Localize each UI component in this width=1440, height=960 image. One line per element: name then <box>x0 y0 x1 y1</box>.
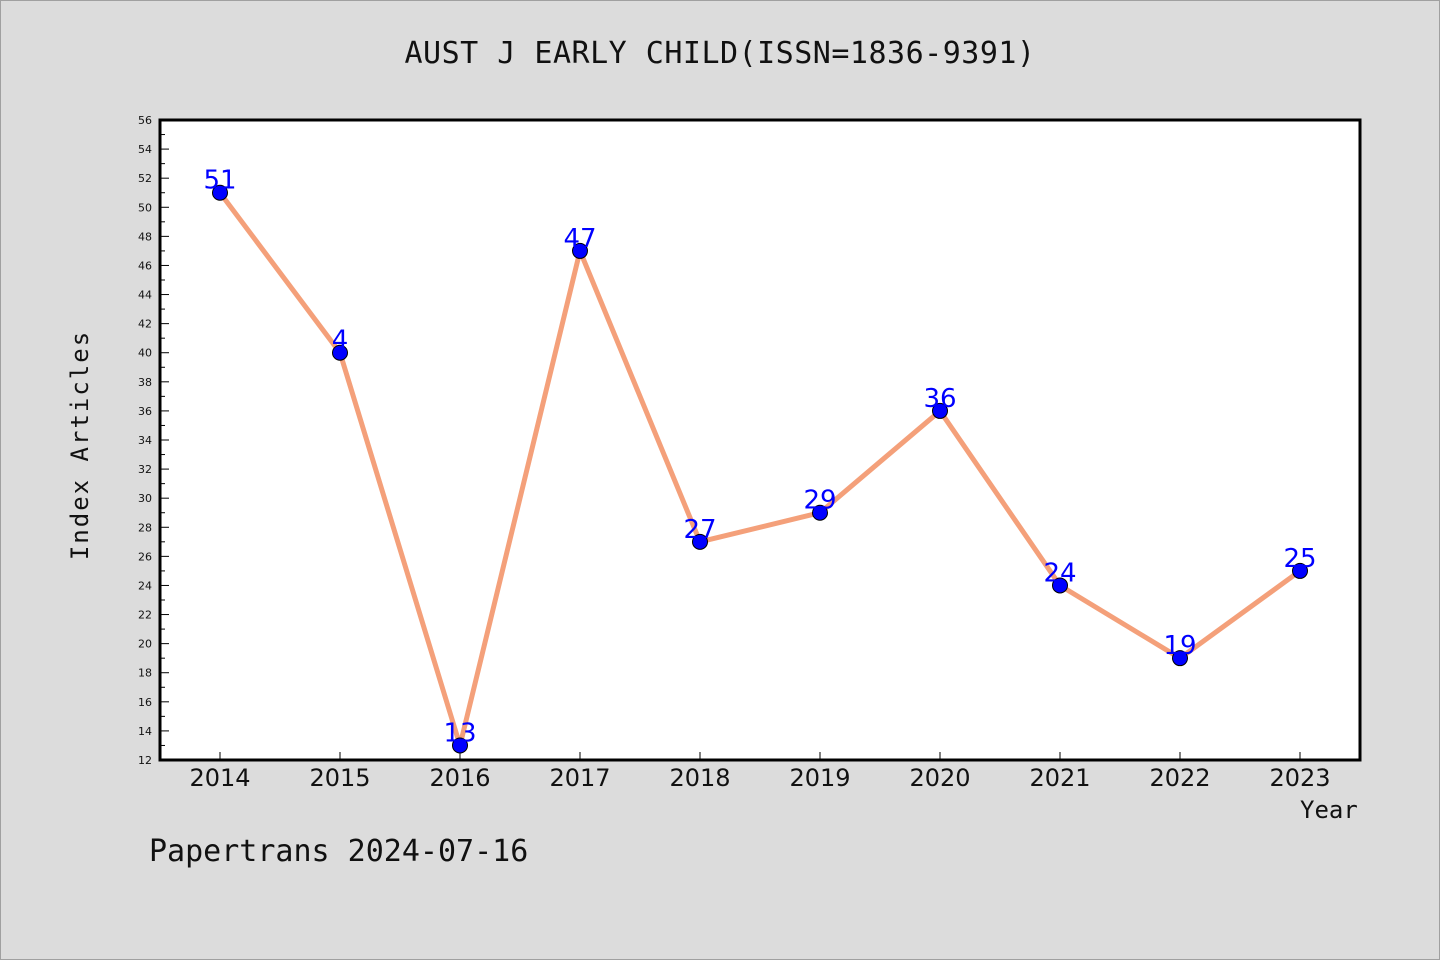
x-tick-label: 2021 <box>1029 764 1090 792</box>
y-tick-label: 32 <box>138 463 152 476</box>
y-tick-label: 40 <box>138 347 152 360</box>
data-label: 13 <box>443 718 476 748</box>
y-tick-label: 50 <box>138 201 152 214</box>
data-label: 36 <box>923 384 956 414</box>
y-tick-label: 28 <box>138 521 152 534</box>
data-point <box>212 184 228 201</box>
data-label: 51 <box>203 166 236 196</box>
y-tick-label: 30 <box>138 492 152 505</box>
data-label: 27 <box>683 515 716 545</box>
x-tick-label: 2022 <box>1149 764 1210 792</box>
series-line <box>217 190 1303 748</box>
x-tick-label: 2014 <box>189 764 250 792</box>
data-label: 19 <box>1163 631 1196 661</box>
footer-credit: Papertrans 2024-07-16 <box>149 834 529 869</box>
data-point <box>572 242 588 259</box>
y-tick-label: 52 <box>138 172 152 185</box>
y-tick-label: 34 <box>138 434 152 447</box>
data-point <box>692 533 708 550</box>
data-point <box>932 402 948 419</box>
data-point <box>812 504 828 521</box>
data-label: 29 <box>803 486 836 516</box>
x-tick-label: 2017 <box>549 764 610 792</box>
y-tick-label: 18 <box>138 667 152 680</box>
data-label: 4 <box>332 326 349 356</box>
y-tick-label: 12 <box>138 754 152 767</box>
data-point <box>332 344 348 361</box>
y-tick-label: 46 <box>138 259 152 272</box>
y-tick-label: 16 <box>138 696 152 709</box>
data-label: 25 <box>1283 544 1316 574</box>
data-label: 24 <box>1043 558 1076 588</box>
chart-title: AUST J EARLY CHILD(ISSN=1836-9391) <box>404 36 1036 71</box>
y-tick-label: 48 <box>138 230 152 243</box>
series-layer: 51 4 13 47 27 29 36 24 19 25 <box>203 166 1317 754</box>
x-tick-label: 2015 <box>309 764 370 792</box>
y-tick-label: 38 <box>138 376 152 389</box>
y-tick-label: 24 <box>138 579 152 592</box>
x-axis-ticks: 2014 2015 2016 2017 2018 2019 2020 2021 2022 2023 <box>189 752 1331 792</box>
data-point <box>452 737 468 754</box>
y-tick-label: 56 <box>138 114 152 127</box>
x-axis-label: Year <box>1300 796 1358 824</box>
data-point <box>1292 562 1308 579</box>
x-tick-label: 2016 <box>429 764 490 792</box>
x-tick-label: 2020 <box>909 764 970 792</box>
y-tick-label: 14 <box>138 725 152 738</box>
y-tick-label: 22 <box>138 609 152 622</box>
y-tick-label: 44 <box>138 289 152 302</box>
data-point <box>1052 577 1068 594</box>
y-tick-label: 20 <box>138 638 152 651</box>
data-label: 47 <box>563 224 596 254</box>
y-tick-label: 36 <box>138 405 152 418</box>
data-point <box>1172 650 1188 667</box>
y-tick-label: 26 <box>138 550 152 563</box>
x-tick-label: 2018 <box>669 764 730 792</box>
y-axis-ticks: 12 14 16 18 20 22 24 26 28 30 32 34 36 38 40 42 44 46 48 50… <box>138 114 169 767</box>
plot-frame <box>158 118 1362 762</box>
plot-background <box>160 120 1360 760</box>
x-tick-label: 2023 <box>1269 764 1330 792</box>
y-tick-label: 42 <box>138 318 152 331</box>
x-tick-label: 2019 <box>789 764 850 792</box>
y-tick-label: 54 <box>138 143 152 156</box>
